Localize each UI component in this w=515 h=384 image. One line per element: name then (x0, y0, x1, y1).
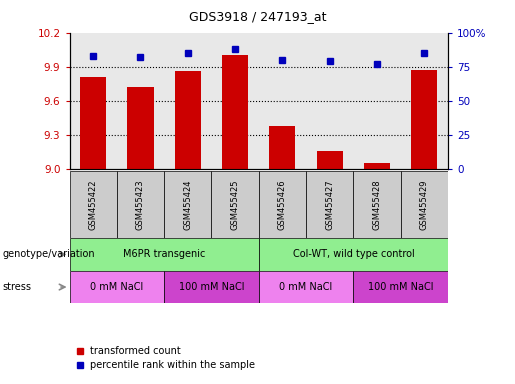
Bar (70, 171, 117, 238)
Bar (401, 171, 448, 238)
Text: 0 mM NaCl: 0 mM NaCl (280, 282, 333, 292)
Bar (212, 171, 259, 238)
Bar (128, 87, 153, 169)
Text: 100 mM NaCl: 100 mM NaCl (179, 282, 244, 292)
Bar (175, 71, 201, 169)
Bar (353, 271, 448, 303)
Text: M6PR transgenic: M6PR transgenic (123, 249, 205, 260)
Bar (269, 126, 296, 169)
Bar (117, 171, 164, 238)
Text: GSM455423: GSM455423 (136, 179, 145, 230)
Bar (411, 70, 437, 169)
Text: GSM455429: GSM455429 (420, 179, 429, 230)
Text: GDS3918 / 247193_at: GDS3918 / 247193_at (189, 10, 326, 23)
Text: GSM455426: GSM455426 (278, 179, 287, 230)
Bar (80, 77, 106, 169)
Text: stress: stress (3, 282, 31, 292)
Text: Col-WT, wild type control: Col-WT, wild type control (293, 249, 414, 260)
Bar (306, 171, 353, 238)
Bar (164, 271, 259, 303)
Bar (259, 238, 448, 271)
Text: GSM455424: GSM455424 (183, 179, 192, 230)
Text: genotype/variation: genotype/variation (3, 249, 95, 260)
Bar (259, 171, 306, 238)
Bar (164, 171, 212, 238)
Bar (259, 271, 353, 303)
Bar (70, 271, 164, 303)
Text: percentile rank within the sample: percentile rank within the sample (90, 360, 255, 370)
Text: GSM455427: GSM455427 (325, 179, 334, 230)
Bar (317, 151, 343, 169)
Text: transformed count: transformed count (90, 346, 181, 356)
Text: GSM455422: GSM455422 (89, 179, 98, 230)
Bar (353, 171, 401, 238)
Text: GSM455425: GSM455425 (231, 179, 239, 230)
Text: 100 mM NaCl: 100 mM NaCl (368, 282, 434, 292)
Text: GSM455428: GSM455428 (372, 179, 382, 230)
Text: 0 mM NaCl: 0 mM NaCl (90, 282, 144, 292)
Bar (364, 163, 390, 169)
Bar (70, 238, 259, 271)
Bar (222, 55, 248, 169)
